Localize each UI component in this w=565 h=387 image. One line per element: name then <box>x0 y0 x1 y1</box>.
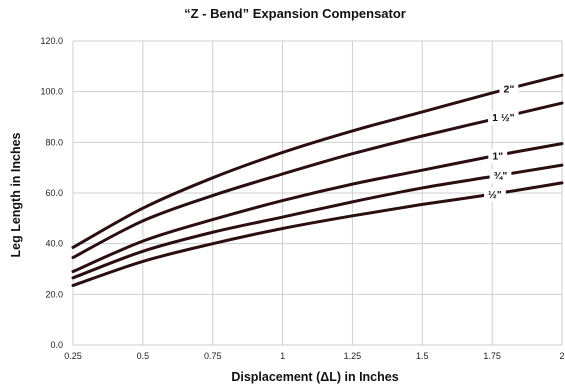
series-label-bg <box>489 169 512 184</box>
series-line <box>71 73 564 249</box>
series-label-group: 1" <box>488 149 508 164</box>
y-tick-label: 60.0 <box>45 188 63 198</box>
chart-title: “Z - Bend” Expansion Compensator <box>184 6 406 21</box>
series-line <box>71 163 564 280</box>
series-label-bg <box>488 149 508 164</box>
series-label: ¾" <box>494 170 508 182</box>
y-tick-labels: 0.0 20.0 40.0 60.0 80.0 100.0 120.0 <box>40 36 63 350</box>
series-label-bg <box>488 110 519 125</box>
series-group: 2" 1 ½" 1" ¾" ½" <box>71 73 564 287</box>
y-tick-label: 80.0 <box>45 137 63 147</box>
series-label-bg <box>484 187 506 202</box>
x-tick-label: 1.25 <box>344 351 362 361</box>
x-tick-label: 0.5 <box>137 351 150 361</box>
y-tick-label: 40.0 <box>45 239 63 249</box>
y-tick-label: 120.0 <box>40 36 63 46</box>
series-label-group: ¾" <box>489 169 512 184</box>
series-label-group: 1 ½" <box>488 110 519 125</box>
series-label-bg <box>499 82 519 97</box>
x-tick-label: 2 <box>559 351 564 361</box>
series-label: 1 ½" <box>492 112 515 124</box>
series-label: 1" <box>492 150 503 162</box>
series-line <box>71 142 564 274</box>
series-label: ½" <box>488 189 502 201</box>
series-line <box>71 101 564 260</box>
x-axis-title: Displacement (ΔL) in Inches <box>231 370 398 384</box>
x-tick-label: 0.75 <box>204 351 222 361</box>
x-tick-label: 1.5 <box>416 351 429 361</box>
y-tick-label: 0.0 <box>50 340 63 350</box>
y-tick-label: 100.0 <box>40 87 63 97</box>
y-tick-label: 20.0 <box>45 289 63 299</box>
x-tick-labels: 0.25 0.5 0.75 1 1.25 1.5 1.75 2 <box>64 351 564 361</box>
series-label-group: ½" <box>484 187 506 202</box>
y-axis-title: Leg Length in Inches <box>9 132 23 257</box>
x-tick-label: 1.75 <box>483 351 501 361</box>
x-tick-label: 0.25 <box>64 351 82 361</box>
x-tick-label: 1 <box>280 351 285 361</box>
series-label: 2" <box>503 84 514 96</box>
series-label-group: 2" <box>499 82 519 97</box>
